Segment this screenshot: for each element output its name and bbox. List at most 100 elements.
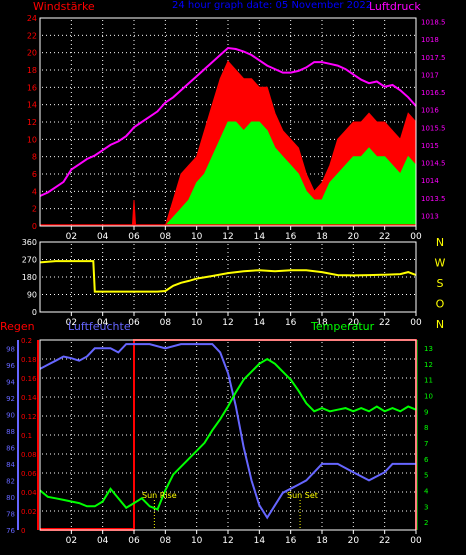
climate-grid-dot xyxy=(302,358,303,360)
wind-grid-dot xyxy=(70,180,72,181)
wind-grid-dot xyxy=(352,52,354,53)
wind-pressure-panel: 02468101214161820222410131013.510141014.… xyxy=(27,14,446,242)
wind-grid-dot xyxy=(82,190,83,192)
climate-grid-dot xyxy=(227,454,229,455)
wind-grid-dot xyxy=(134,121,135,123)
climate-grid-dot xyxy=(302,510,303,512)
wind-grid-dot xyxy=(54,69,55,71)
climate-x-tick-label: 12 xyxy=(222,536,233,546)
wind-grid-dot xyxy=(102,100,104,101)
wind-grid-dot xyxy=(338,52,339,54)
wind-grid-dot xyxy=(196,120,198,121)
climate-grid-dot xyxy=(402,472,403,474)
wind-grid-dot xyxy=(94,138,95,140)
wind-grid-dot xyxy=(258,40,260,41)
climate-grid-dot xyxy=(352,426,354,427)
wind-grid-dot xyxy=(158,173,159,175)
climate-grid-dot xyxy=(70,454,72,455)
wind-grid-dot xyxy=(110,121,111,123)
wind-grid-dot xyxy=(158,138,159,140)
direction-grid-dot xyxy=(82,276,83,278)
wind-grid-dot xyxy=(133,184,135,185)
climate-grid-dot xyxy=(50,453,51,455)
climate-grid-dot xyxy=(298,491,299,493)
wind-grid-dot xyxy=(82,156,83,158)
climate-grid-dot xyxy=(227,446,229,447)
wind-grid-dot xyxy=(102,56,104,57)
direction-grid-dot xyxy=(130,294,131,295)
climate-grid-dot xyxy=(321,502,323,503)
direction-grid-dot xyxy=(384,272,386,273)
climate-grid-dot xyxy=(310,453,311,455)
climate-grid-dot xyxy=(196,378,198,379)
direction-grid-dot xyxy=(196,300,198,301)
climate-grid-dot xyxy=(164,462,166,463)
climate-grid-dot xyxy=(238,434,239,436)
direction-grid-dot xyxy=(414,294,415,295)
wind-grid-dot xyxy=(330,138,331,140)
climate-grid-dot xyxy=(82,472,83,474)
wind-grid-dot xyxy=(250,34,251,36)
wind-grid-dot xyxy=(58,173,59,175)
sunset-marker xyxy=(299,506,301,507)
climate-grid-dot xyxy=(66,472,67,474)
climate-grid-dot xyxy=(94,453,95,455)
wind-grid-dot xyxy=(390,69,391,71)
wind-grid-dot xyxy=(66,138,67,140)
climate-grid-dot xyxy=(164,430,166,431)
wind-grid-dot xyxy=(206,86,207,88)
wind-grid-dot xyxy=(70,164,72,165)
direction-grid-dot xyxy=(321,248,323,249)
wind-grid-dot xyxy=(86,121,87,123)
direction-grid-dot xyxy=(258,260,260,261)
wind-grid-dot xyxy=(186,34,187,36)
direction-grid-dot xyxy=(133,304,135,305)
climate-grid-dot xyxy=(190,434,191,436)
climate-grid-dot xyxy=(354,415,355,417)
wind-grid-dot xyxy=(314,52,315,54)
wind-grid-dot xyxy=(118,104,119,106)
wind-grid-dot xyxy=(170,156,171,158)
climate-grid-dot xyxy=(290,386,292,387)
wind-grid-dot xyxy=(78,138,79,140)
climate-grid-dot xyxy=(290,442,292,443)
climate-grid-dot xyxy=(154,415,155,417)
climate-grid-dot xyxy=(294,453,295,455)
climate-grid-dot xyxy=(322,415,323,417)
pressure-y-tick-label: 1015 xyxy=(421,142,439,150)
wind-grid-dot xyxy=(210,52,211,54)
climate-grid-dot xyxy=(78,434,79,436)
wind-grid-dot xyxy=(374,34,375,36)
humidity-temperature-rain-panel: 76788082848688909294969800.020.040.060.0… xyxy=(6,337,433,546)
direction-grid-dot xyxy=(258,296,260,297)
wind-grid-dot xyxy=(70,204,72,205)
direction-grid-dot xyxy=(227,276,229,277)
direction-grid-dot xyxy=(182,294,183,295)
wind-grid-dot xyxy=(86,86,87,88)
wind-grid-dot xyxy=(98,173,99,175)
wind-grid-dot xyxy=(164,68,166,69)
wind-grid-dot xyxy=(74,173,75,175)
direction-grid-dot xyxy=(290,304,292,305)
direction-grid-dot xyxy=(310,276,311,278)
direction-grid-dot xyxy=(352,248,354,249)
climate-grid-dot xyxy=(164,494,166,495)
climate-grid-dot xyxy=(164,358,166,359)
direction-grid-dot xyxy=(66,259,67,260)
climate-grid-dot xyxy=(130,377,131,379)
climate-grid-dot xyxy=(398,377,399,379)
wind-grid-dot xyxy=(158,69,159,71)
climate-grid-dot xyxy=(346,491,347,493)
wind-grid-dot xyxy=(146,69,147,71)
wind-grid-dot xyxy=(326,138,327,140)
climate-grid-dot xyxy=(158,453,159,455)
wind-grid-dot xyxy=(62,208,63,210)
direction-grid-dot xyxy=(384,308,386,309)
wind-grid-dot xyxy=(384,96,386,97)
wind-grid-dot xyxy=(196,56,198,57)
wind-grid-dot xyxy=(294,86,295,88)
climate-grid-dot xyxy=(90,377,91,379)
sunrise-marker xyxy=(153,521,155,522)
direction-grid-dot xyxy=(290,272,292,273)
climate-grid-dot xyxy=(166,358,167,360)
